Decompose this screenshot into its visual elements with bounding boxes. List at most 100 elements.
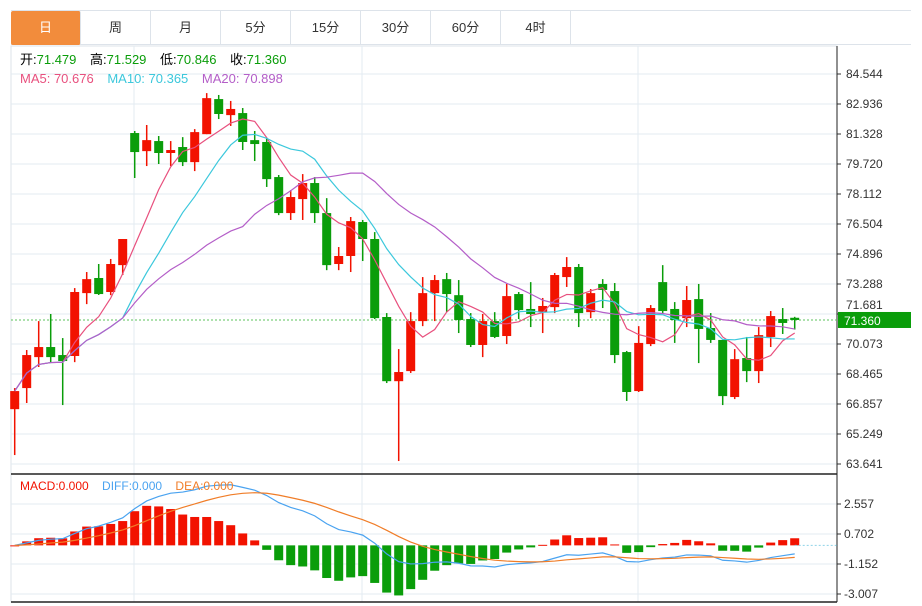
candle[interactable] — [706, 313, 716, 343]
candle[interactable] — [502, 283, 512, 345]
candle[interactable] — [598, 279, 608, 309]
tab-6[interactable]: 60分 — [431, 11, 501, 45]
macd-bar — [490, 545, 500, 560]
candle[interactable] — [94, 264, 104, 295]
candle[interactable] — [442, 272, 452, 313]
diff-value: DIFF:0.000 — [102, 479, 163, 493]
candle[interactable] — [262, 138, 272, 187]
tab-3[interactable]: 5分 — [221, 11, 291, 45]
macd-bar — [574, 538, 584, 546]
candle[interactable] — [382, 313, 392, 384]
candle[interactable] — [22, 350, 32, 404]
candle[interactable] — [358, 219, 368, 262]
candle[interactable] — [730, 349, 740, 400]
candle[interactable] — [322, 198, 332, 271]
macd-bar — [166, 509, 176, 546]
candle[interactable] — [166, 141, 176, 167]
candle[interactable] — [274, 175, 284, 216]
macd-bar — [118, 521, 128, 546]
candle-body — [490, 321, 500, 337]
candle[interactable] — [286, 190, 296, 220]
candle[interactable] — [10, 388, 20, 456]
candle[interactable] — [454, 280, 464, 334]
candle[interactable] — [718, 339, 728, 406]
candle-body — [622, 352, 632, 393]
candle[interactable] — [658, 265, 668, 314]
macd-bar — [346, 545, 356, 578]
price-tick-label: 65.249 — [846, 427, 883, 441]
macd-legend: MACD:0.000 DIFF:0.000 DEA:0.000 — [20, 478, 243, 494]
candle[interactable] — [34, 321, 44, 367]
candle[interactable] — [190, 129, 200, 172]
candle[interactable] — [310, 177, 320, 223]
candle[interactable] — [778, 308, 788, 334]
candle-body — [574, 266, 584, 314]
candle[interactable] — [46, 314, 56, 363]
candle[interactable] — [514, 291, 524, 320]
macd-bar — [10, 545, 20, 547]
candle[interactable] — [682, 286, 692, 328]
ma-legend: MA5: 70.676 MA10: 70.365 MA20: 70.898 — [20, 71, 293, 87]
tab-0[interactable]: 日 — [11, 11, 81, 45]
candle[interactable] — [394, 349, 404, 462]
candle[interactable] — [478, 314, 488, 358]
price-tick-label: 82.936 — [846, 97, 883, 111]
candle[interactable] — [238, 108, 248, 151]
ma20-legend: MA20: 70.898 — [201, 71, 283, 86]
macd-tick-label: 2.557 — [844, 497, 874, 511]
candle[interactable] — [562, 257, 572, 287]
candle-body — [706, 328, 716, 340]
candle[interactable] — [226, 100, 236, 126]
price-tick-label: 78.112 — [846, 187, 882, 201]
candle-body — [178, 147, 188, 163]
price-tick-label: 74.896 — [846, 247, 883, 261]
candle-body — [250, 140, 260, 145]
candle[interactable] — [790, 316, 800, 330]
ma20-line — [14, 172, 795, 392]
candle[interactable] — [490, 312, 500, 339]
candle[interactable] — [58, 338, 68, 406]
candle[interactable] — [214, 94, 224, 120]
candle[interactable] — [418, 277, 428, 327]
candle-body — [718, 339, 728, 397]
candle[interactable] — [754, 327, 764, 384]
tab-5[interactable]: 30分 — [361, 11, 431, 45]
candle[interactable] — [250, 130, 260, 162]
candle[interactable] — [610, 283, 620, 364]
candle[interactable] — [370, 232, 380, 320]
candle[interactable] — [82, 272, 92, 305]
candle[interactable] — [118, 239, 128, 276]
candle[interactable] — [142, 125, 152, 167]
tab-4[interactable]: 15分 — [291, 11, 361, 45]
macd-bar — [202, 516, 212, 546]
candle[interactable] — [130, 130, 140, 178]
candle-body — [466, 319, 476, 345]
candle[interactable] — [670, 302, 680, 343]
macd-bar — [130, 511, 140, 546]
candle[interactable] — [430, 275, 440, 322]
macd-bar — [142, 505, 152, 546]
macd-bar — [766, 542, 776, 546]
candle[interactable] — [154, 136, 164, 165]
period-tabs: 日周月 5分 15分 30分 60分 4时 — [11, 10, 911, 45]
candle[interactable] — [766, 311, 776, 348]
candle[interactable] — [346, 216, 356, 273]
tab-7[interactable]: 4时 — [501, 11, 571, 45]
candle-body — [394, 372, 404, 382]
candle[interactable] — [406, 312, 416, 373]
candle[interactable] — [622, 350, 632, 401]
candle[interactable] — [634, 326, 644, 393]
candle-body — [610, 291, 620, 356]
tab-1[interactable]: 周 — [81, 11, 151, 45]
candle[interactable] — [202, 93, 212, 135]
tab-2[interactable]: 月 — [151, 11, 221, 45]
macd-bar — [82, 526, 92, 546]
candle[interactable] — [538, 297, 548, 334]
candle[interactable] — [466, 313, 476, 348]
candle[interactable] — [646, 305, 656, 347]
candle-body — [598, 283, 608, 290]
candle[interactable] — [106, 258, 116, 296]
candle[interactable] — [334, 247, 344, 271]
candle[interactable] — [550, 272, 560, 314]
